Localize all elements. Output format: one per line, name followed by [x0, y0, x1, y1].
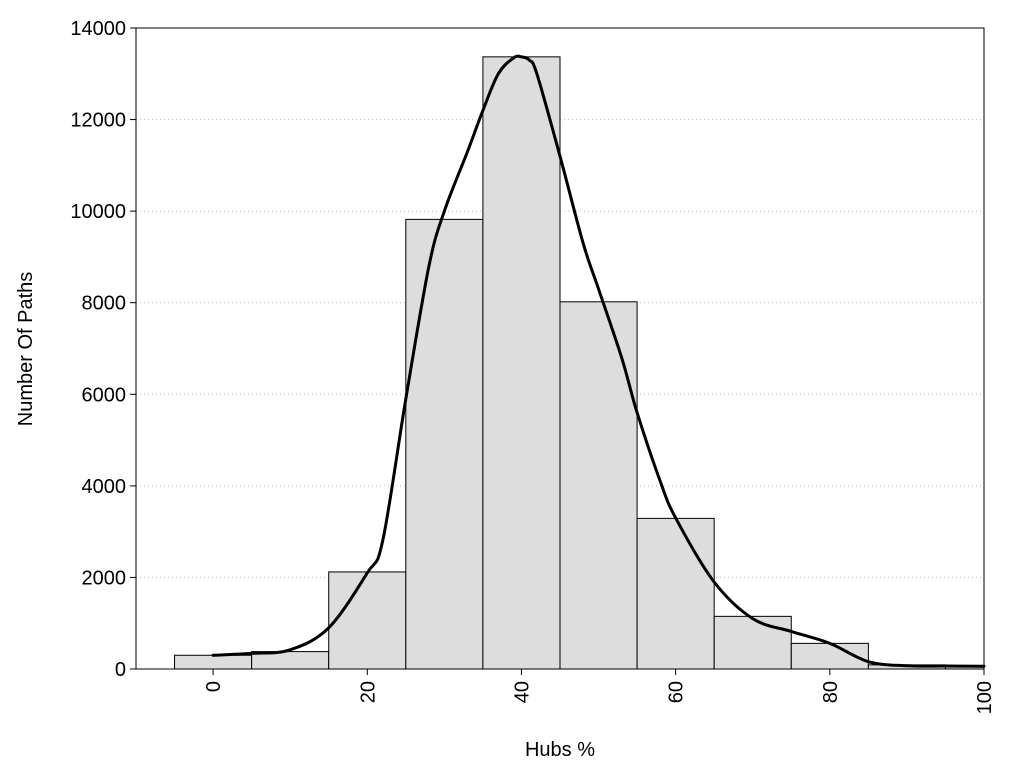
density-curve-layer	[211, 54, 986, 668]
y-tick-label: 0	[115, 659, 126, 681]
y-tick-label: 12000	[70, 110, 126, 132]
plot-frame	[135, 27, 985, 670]
y-tick-label: 8000	[82, 293, 127, 315]
histogram-bar	[559, 301, 638, 670]
x-tick-label: 40	[511, 681, 533, 703]
x-tick-label: 20	[357, 681, 379, 703]
histogram-bar	[405, 218, 484, 670]
histogram-bar	[713, 615, 792, 670]
histogram-bar	[328, 571, 407, 670]
y-tick-label: 6000	[82, 384, 127, 406]
y-tick-label: 14000	[70, 18, 126, 40]
x-tick-label: 0	[203, 681, 225, 692]
x-axis-label: Hubs %	[525, 739, 595, 761]
x-tick-label: 80	[820, 681, 842, 703]
histogram-bar	[174, 654, 253, 670]
y-tick-label: 10000	[70, 201, 126, 223]
histogram-bar	[636, 517, 715, 670]
y-axis-ticks: 0 2000 4000 6000 8000 10000 12000 14000	[70, 18, 136, 681]
y-axis-label: Number Of Paths	[15, 272, 37, 427]
y-tick-label: 4000	[82, 476, 127, 498]
x-axis-ticks: 0 20 40 60 80 100	[203, 669, 996, 714]
x-tick-label: 60	[666, 681, 688, 703]
y-tick-label: 2000	[82, 567, 127, 589]
histogram-bar	[482, 56, 561, 670]
density-curve	[211, 54, 986, 668]
histogram-bars	[174, 56, 985, 670]
x-tick-label: 100	[974, 681, 996, 714]
